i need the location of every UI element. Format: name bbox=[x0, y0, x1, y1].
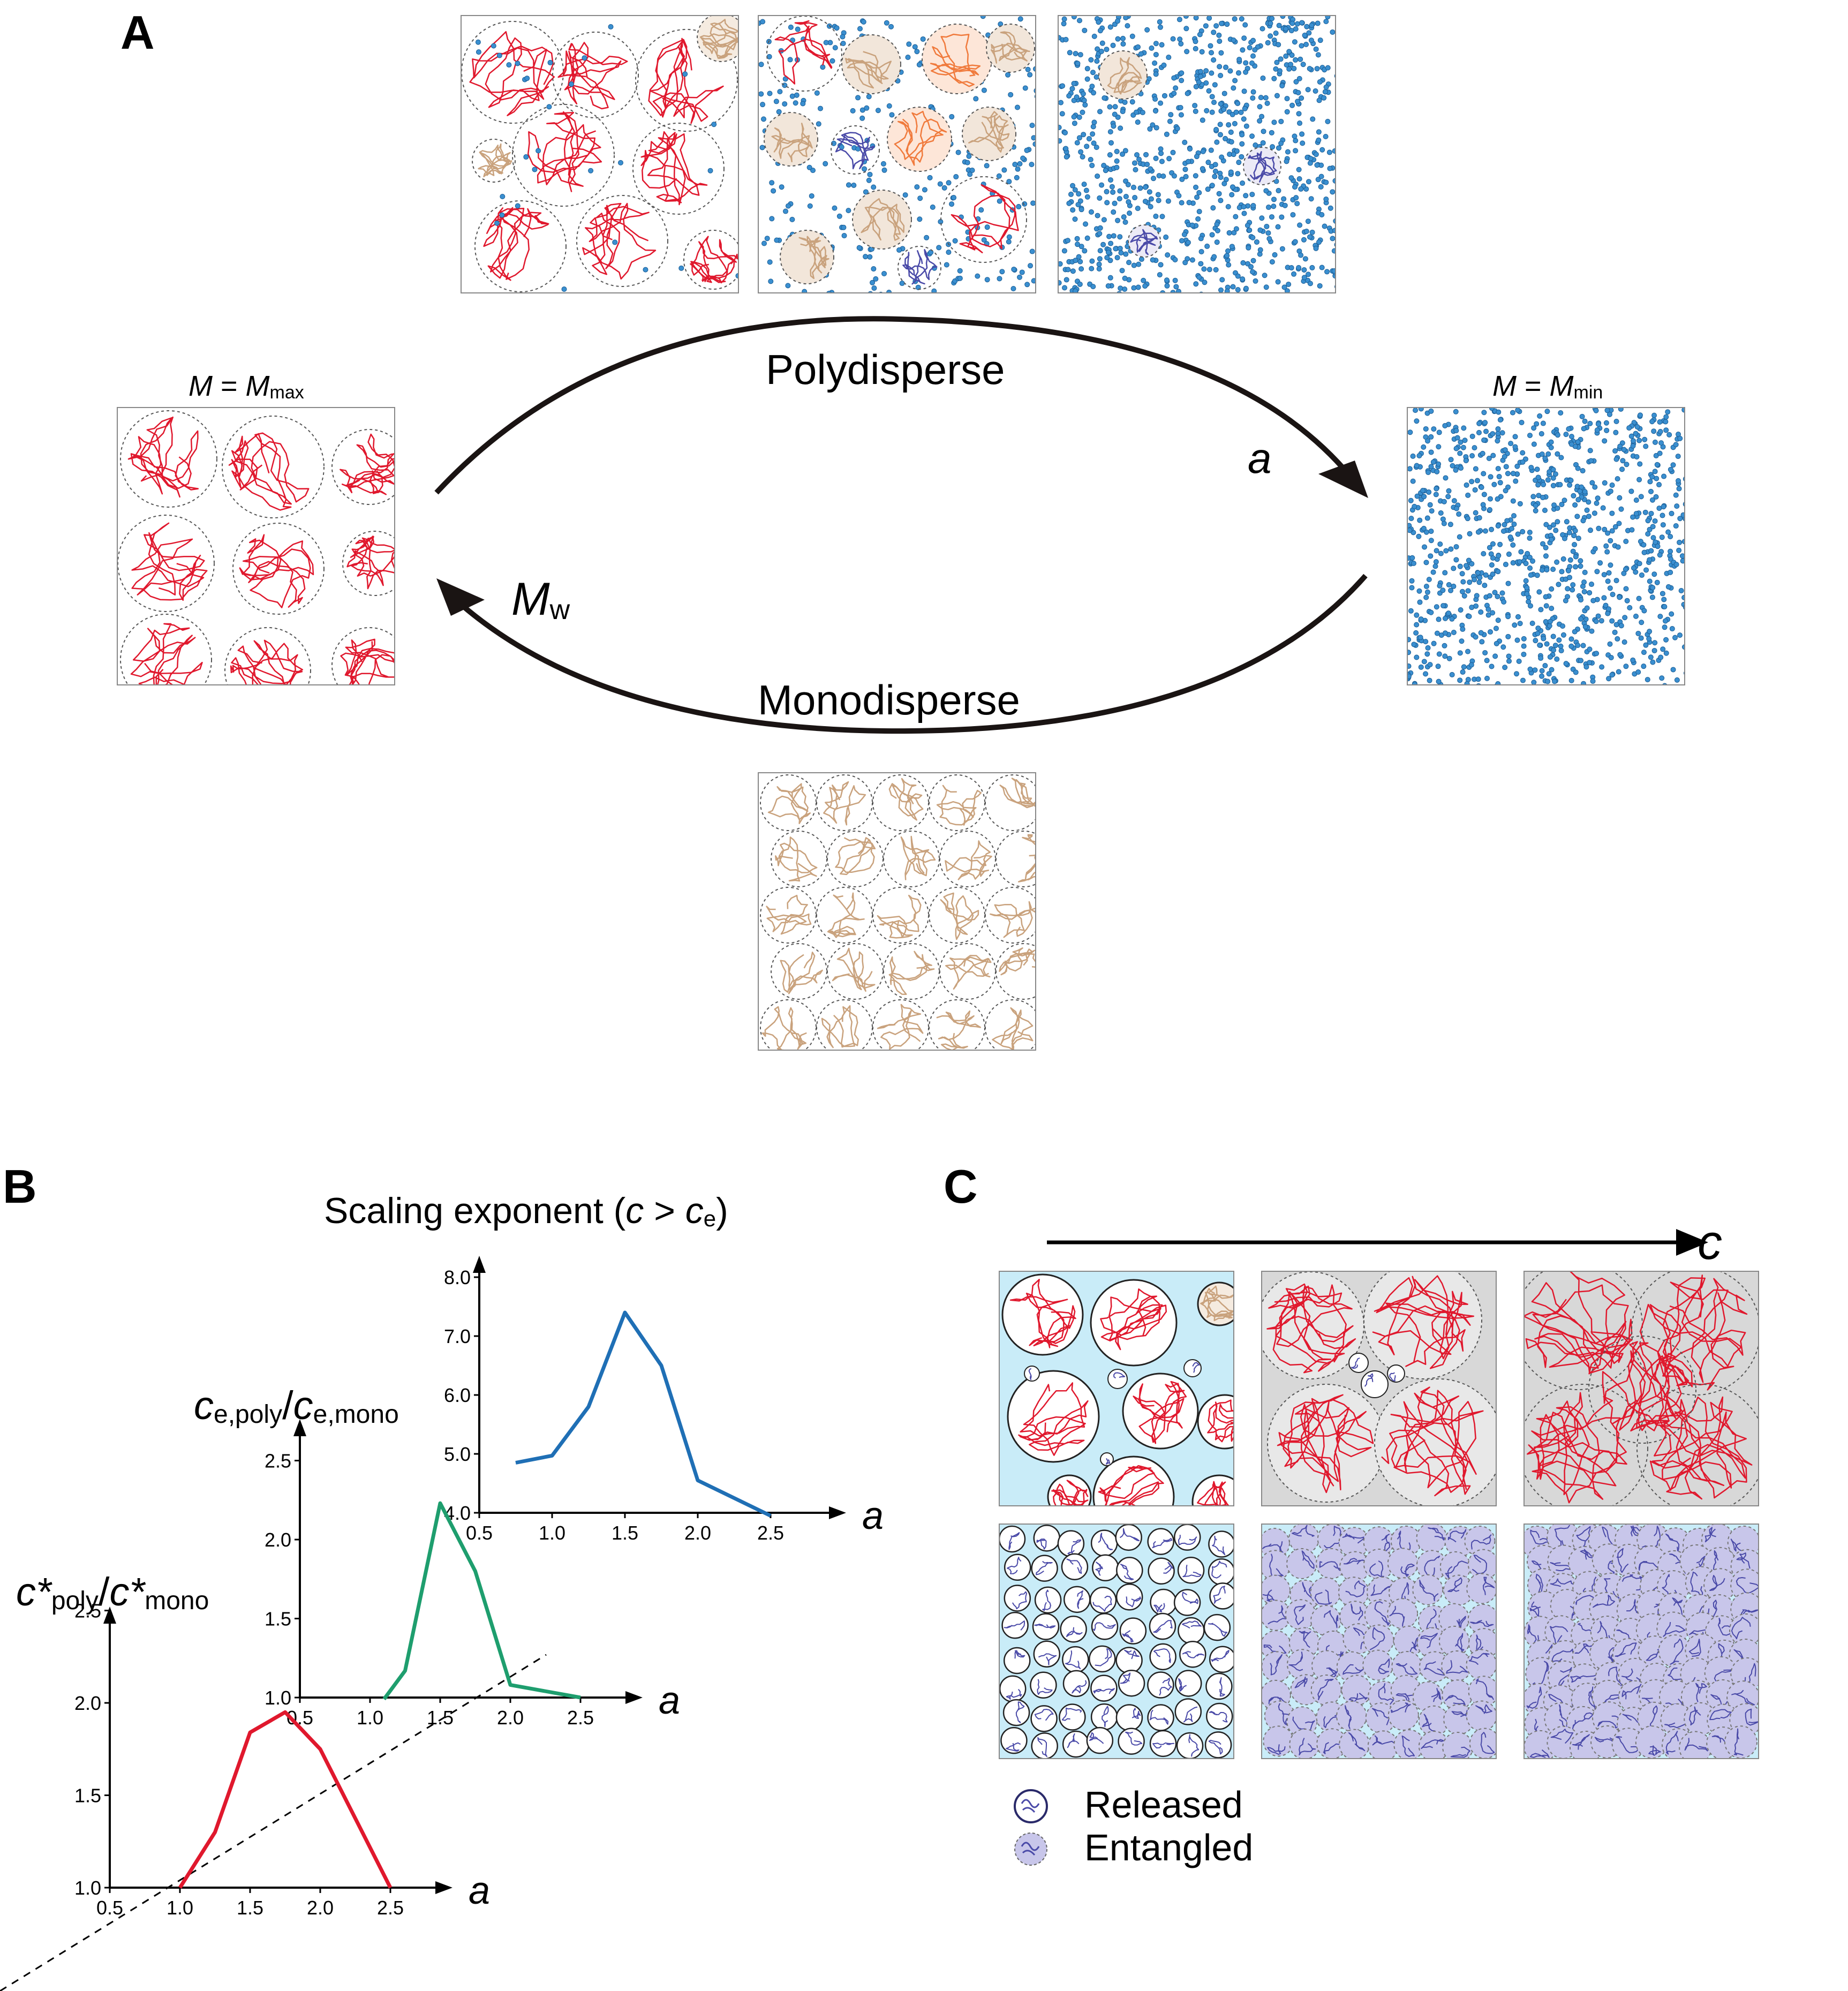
c-top-3-drawing bbox=[1525, 1272, 1758, 1505]
chart0-xtick-label: 1.0 bbox=[539, 1522, 565, 1544]
panel-a-left-box bbox=[117, 407, 395, 685]
cycle-arrows bbox=[434, 316, 1368, 734]
monodisperse-arrowhead bbox=[436, 578, 485, 616]
panel-c-bottom-1 bbox=[999, 1524, 1234, 1759]
polydisperse-label: Polydisperse bbox=[766, 346, 1005, 393]
chart1-xtick-label: 1.5 bbox=[427, 1707, 454, 1729]
chart2-ytick-label: 1.5 bbox=[74, 1785, 101, 1807]
chart2-ytick-label: 2.0 bbox=[74, 1692, 101, 1714]
chart0-ytick-label: 6.0 bbox=[444, 1384, 471, 1406]
chart2-x-arrowhead bbox=[435, 1881, 452, 1894]
chart2-xtick-label: 2.5 bbox=[377, 1897, 404, 1919]
panel-a-bottom-box bbox=[758, 772, 1036, 1051]
diagonal-dashed-line bbox=[0, 1654, 547, 1991]
panel-c-top-2 bbox=[1261, 1271, 1497, 1506]
bottom-box-drawing bbox=[760, 774, 1035, 1050]
c-bottom-1-drawing bbox=[1000, 1525, 1233, 1758]
chart0-ytick-label: 7.0 bbox=[444, 1325, 471, 1347]
chart1-xlabel: a bbox=[659, 1679, 680, 1722]
chart0-x-arrowhead bbox=[829, 1506, 846, 1519]
chart-bottom-ylabel: c*poly/c*mono bbox=[16, 1570, 209, 1616]
chart0-y-arrowhead bbox=[473, 1256, 486, 1273]
chart2-xtick-label: 2.0 bbox=[307, 1897, 334, 1919]
chart1-xtick-label: 1.0 bbox=[357, 1707, 383, 1729]
chart0-xtick-label: 1.5 bbox=[612, 1522, 638, 1544]
chart1-x-arrowhead bbox=[625, 1691, 643, 1704]
panel-b-label: B bbox=[3, 1160, 37, 1213]
panel-a-label: A bbox=[120, 6, 155, 59]
chart1-series-line bbox=[382, 1501, 581, 1701]
polydisperse-arrow bbox=[434, 316, 1357, 495]
legend-entangled-icon bbox=[1014, 1832, 1047, 1866]
chart2-y-arrowhead bbox=[103, 1607, 116, 1624]
chart1-ytick-label: 2.0 bbox=[265, 1529, 291, 1551]
panel-a-top-thumb-3 bbox=[1058, 15, 1336, 293]
panel-c-axis-label: c bbox=[1698, 1215, 1722, 1270]
arrow-mw-symbol: Mw bbox=[511, 574, 570, 625]
c-top-2-drawing bbox=[1262, 1272, 1496, 1505]
thumb1-drawing bbox=[462, 16, 738, 292]
chart1-y-arrowhead bbox=[293, 1419, 306, 1436]
chart1-ytick-label: 1.0 bbox=[265, 1687, 291, 1709]
panel-a-top-thumb-2 bbox=[758, 15, 1036, 293]
monodisperse-label: Monodisperse bbox=[758, 676, 1020, 723]
chart1-ytick-label: 2.5 bbox=[265, 1450, 291, 1472]
chart2-ytick-label: 2.5 bbox=[74, 1600, 101, 1622]
panel-c-top-1 bbox=[999, 1271, 1234, 1506]
panel-a-right-box bbox=[1407, 407, 1685, 685]
monodisperse-arrow bbox=[448, 574, 1368, 734]
chart0-ytick-label: 5.0 bbox=[444, 1443, 471, 1465]
left-box-caption: M = Mmax bbox=[188, 370, 304, 403]
chart0-series-line bbox=[515, 1310, 772, 1518]
chart2-xlabel: a bbox=[469, 1869, 490, 1912]
chart2-xtick-label: 0.5 bbox=[96, 1897, 123, 1919]
panel-c-bottom-2 bbox=[1261, 1524, 1497, 1759]
panel-c-bottom-3 bbox=[1523, 1524, 1759, 1759]
chart2-series-line bbox=[178, 1710, 393, 1889]
left-box-drawing bbox=[118, 410, 394, 684]
panel-c-top-3 bbox=[1523, 1271, 1759, 1506]
arrow-a-symbol: a bbox=[1248, 434, 1272, 482]
chart1-xtick-label: 2.5 bbox=[567, 1707, 594, 1729]
chart0-xlabel: a bbox=[862, 1495, 884, 1537]
chart0-xtick-label: 0.5 bbox=[466, 1522, 493, 1544]
chart-mid-ylabel: ce,poly/ce,mono bbox=[194, 1383, 399, 1429]
polydisperse-arrowhead bbox=[1318, 461, 1368, 498]
c-bottom-2-drawing bbox=[1262, 1525, 1496, 1758]
panel-b-charts: 0.5 1.0 1.5 2.0 2.54.05.06.07.08.0a0.5 1.0 1.5… bbox=[0, 1256, 884, 1991]
legend-released-icon bbox=[1014, 1789, 1048, 1823]
thumb2-drawing bbox=[759, 16, 1035, 292]
chart2-ytick-label: 1.0 bbox=[74, 1877, 101, 1899]
chart-top-title: Scaling exponent (c > ce) bbox=[324, 1190, 728, 1232]
chart1-ytick-label: 1.5 bbox=[265, 1608, 291, 1630]
chart0-xtick-label: 2.0 bbox=[684, 1522, 711, 1544]
right-box-drawing bbox=[1408, 408, 1684, 684]
panel-c-label: C bbox=[944, 1160, 978, 1213]
chart0-xtick-label: 2.5 bbox=[757, 1522, 784, 1544]
chart2-xtick-label: 1.5 bbox=[237, 1897, 263, 1919]
right-box-caption: M = Mmin bbox=[1492, 370, 1603, 403]
c-bottom-3-drawing bbox=[1525, 1525, 1758, 1758]
chart0-ytick-label: 8.0 bbox=[444, 1266, 471, 1288]
legend-released-label: Released bbox=[1084, 1784, 1243, 1826]
chart2-xtick-label: 1.0 bbox=[167, 1897, 193, 1919]
thumb3-drawing bbox=[1059, 16, 1335, 292]
chart1-xtick-label: 2.0 bbox=[497, 1707, 524, 1729]
panel-c-axis bbox=[1047, 1229, 1708, 1256]
panel-a-top-thumb-1 bbox=[461, 15, 739, 293]
c-top-1-drawing bbox=[1001, 1273, 1233, 1505]
legend-entangled-label: Entangled bbox=[1084, 1827, 1254, 1868]
